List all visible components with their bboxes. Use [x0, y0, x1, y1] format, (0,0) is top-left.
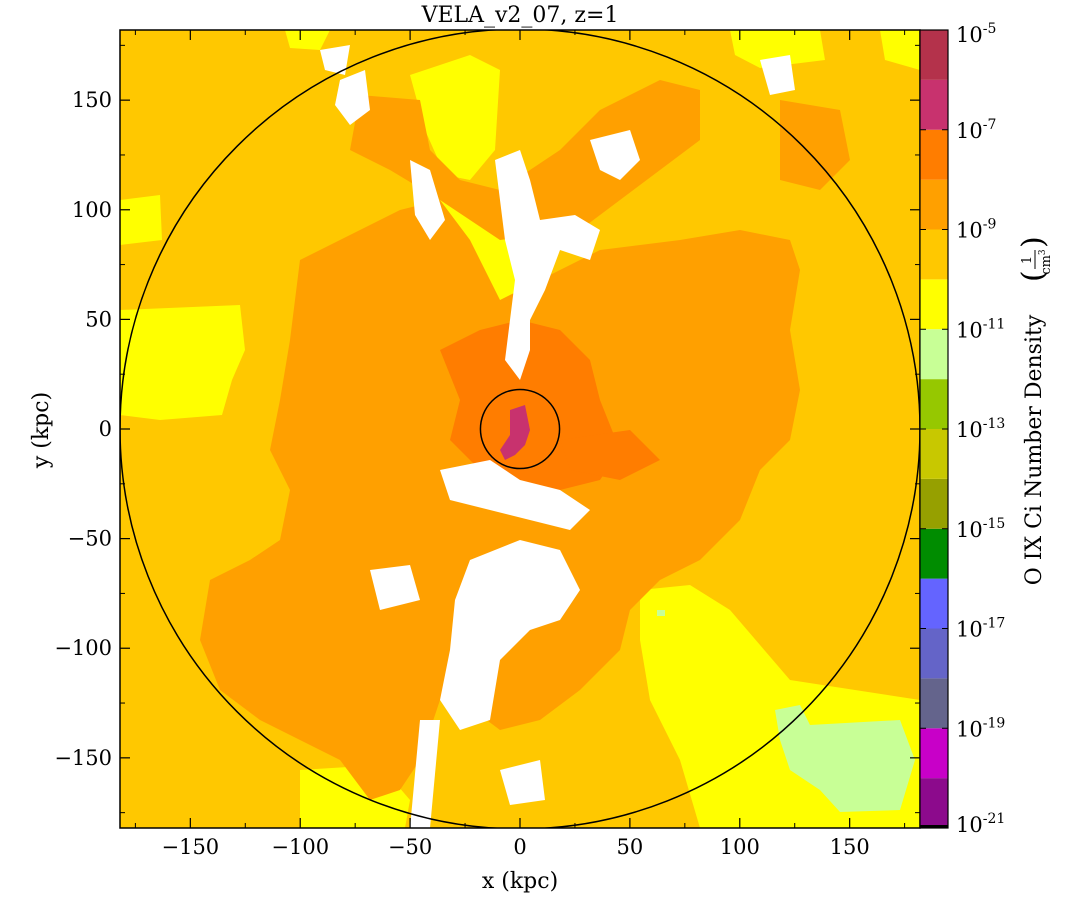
region-empty-top-small	[335, 70, 370, 125]
region-empty-bottom-left2	[370, 565, 420, 610]
colorbar-tick-label-base: 10	[956, 518, 983, 542]
colorbar-ticks: 10-2110-1910-1710-1510-1310-1110-910-710…	[920, 21, 1005, 837]
region-empty-right-mid	[760, 55, 795, 95]
colorbar-label-text: O IX Ci Number Density	[1022, 314, 1047, 585]
y-axis: −150 −100 −50 0 50 100 150	[54, 44, 920, 814]
colorbar-tick-label: 10-21	[956, 811, 1005, 837]
colorbar-tick-label-exponent: -15	[983, 516, 1006, 532]
colorbar-band	[920, 379, 948, 429]
colorbar-unit-denominator-base: cm	[1039, 255, 1054, 275]
colorbar-unit-numerator: 1	[1020, 256, 1035, 264]
colorbar-band	[920, 279, 948, 330]
colorbar-bottom-edge	[920, 825, 948, 828]
colorbar-band	[920, 129, 948, 180]
colorbar-tick-label-base: 10	[956, 23, 983, 47]
colorbar-tick-label-base: 10	[956, 219, 983, 243]
x-axis: −150 −100 −50 0 50 100 150	[134, 30, 906, 859]
x-axis-label: x (kpc)	[482, 869, 558, 894]
colorbar-unit-denominator: cm3	[1038, 249, 1054, 275]
region-lowest-bottom-right	[775, 705, 915, 812]
colorbar-band	[920, 678, 948, 729]
y-tick-label: 150	[72, 88, 112, 112]
x-tick-label: 50	[617, 835, 644, 859]
region-empty-bottom-main	[440, 540, 580, 730]
region-empty-upper-right	[590, 130, 640, 180]
region-empty-top-filament	[495, 150, 600, 380]
colorbar-tick-label-exponent: -11	[983, 316, 1006, 332]
x-tick-label: −100	[271, 835, 329, 859]
region-empty-top-left	[410, 160, 445, 240]
region-mid-right-upper	[780, 100, 850, 190]
colorbar-band	[920, 478, 948, 529]
colorbar-tick-label-base: 10	[956, 318, 983, 342]
colorbar-unit-close-paren: )	[1016, 236, 1051, 248]
colorbar-band	[920, 778, 948, 828]
colorbar-tick-label: 10-5	[956, 21, 996, 47]
y-tick-label: −50	[68, 527, 112, 551]
colorbar-unit-exponent: 3	[1038, 249, 1048, 255]
colorbar-tick-label-exponent: -9	[983, 217, 997, 233]
colorbar-tick-label-base: 10	[956, 418, 983, 442]
colorbar-band	[920, 229, 948, 280]
colorbar-band	[920, 329, 948, 380]
colorbar-tick-label: 10-13	[956, 416, 1005, 442]
region-low-top	[410, 55, 500, 180]
colorbar-band	[920, 79, 948, 130]
colorbar-band	[920, 429, 948, 479]
x-tick-label: −150	[161, 835, 219, 859]
region-mid-top	[350, 80, 700, 240]
region-empty-bottom-middle	[500, 760, 545, 805]
y-tick-label: 100	[72, 198, 112, 222]
region-low-left	[120, 305, 245, 420]
region-low-right-top	[880, 30, 920, 70]
heatmap-plot	[120, 30, 920, 828]
colorbar-tick-label: 10-11	[956, 316, 1005, 342]
region-core	[500, 405, 530, 460]
colorbar-tick-label-exponent: -17	[983, 616, 1006, 632]
colorbar-unit-open-paren: (	[1016, 270, 1051, 282]
region-low-top-right	[730, 30, 825, 68]
colorbar-tick-label-exponent: -21	[983, 811, 1006, 827]
region-low-top-edge	[285, 30, 330, 50]
region-high-right-streak	[560, 430, 660, 480]
colorbar-band	[920, 30, 948, 80]
region-empty-lower-streaks	[440, 460, 590, 530]
colorbar-tick-label: 10-7	[956, 117, 996, 143]
region-lowest-speck	[657, 610, 665, 616]
colorbar-tick-label-exponent: -5	[983, 21, 997, 37]
colorbar-band	[920, 628, 948, 679]
colorbar-tick-label: 10-19	[956, 715, 1005, 741]
y-tick-label: −100	[54, 636, 112, 660]
y-axis-label: y (kpc)	[29, 392, 54, 469]
x-tick-label: 150	[830, 835, 870, 859]
colorbar-band	[920, 578, 948, 629]
x-tick-label: 100	[720, 835, 760, 859]
colorbar-band	[920, 179, 948, 230]
colorbar-tick-label-exponent: -19	[983, 715, 1006, 731]
chart-title: VELA_v2_07, z=1	[421, 3, 619, 28]
colorbar-tick-label: 10-17	[956, 616, 1005, 642]
colorbar-tick-label-exponent: -13	[983, 416, 1006, 432]
region-low-top-left-corner	[120, 195, 162, 245]
colorbar-tick-label-base: 10	[956, 813, 983, 837]
colorbar-tick-label-base: 10	[956, 618, 983, 642]
x-tick-label: 0	[513, 835, 526, 859]
region-empty-bottom-left	[410, 720, 440, 828]
colorbar-label: O IX Ci Number Density ( 1 cm3 )	[1016, 236, 1054, 585]
y-tick-label: 50	[85, 307, 112, 331]
region-empty-top-edge	[320, 45, 350, 75]
inner-radius-circle	[479, 388, 561, 470]
y-tick-label: −150	[54, 746, 112, 770]
colorbar-tick-label-exponent: -7	[983, 117, 997, 133]
colorbar-tick-label-base: 10	[956, 119, 983, 143]
y-tick-label: 0	[99, 417, 112, 441]
colorbar-tick-label-base: 10	[956, 717, 983, 741]
colorbar-band	[920, 728, 948, 779]
colorbar-tick-label: 10-15	[956, 516, 1005, 542]
colorbar	[919, 29, 949, 829]
colorbar-tick-label: 10-9	[956, 217, 996, 243]
x-tick-label: −50	[388, 835, 432, 859]
colorbar-band	[920, 528, 948, 579]
